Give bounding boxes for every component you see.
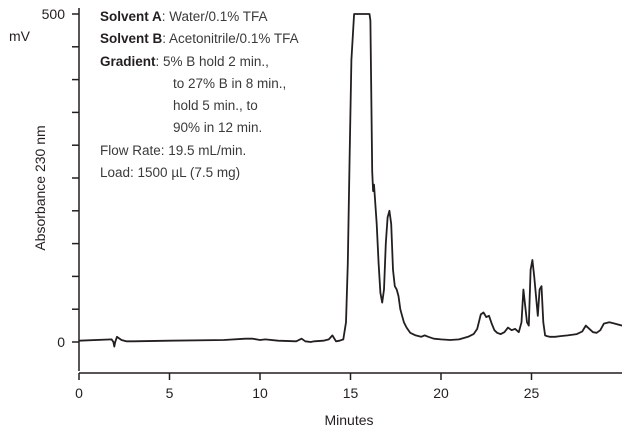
- gradient-line-1: : 5% B hold 2 min.,: [155, 53, 269, 69]
- x-tick-label: 0: [75, 385, 83, 401]
- y-tick-label: 500: [42, 6, 66, 22]
- gradient-line-2: to 27% B in 8 min.,: [173, 75, 287, 91]
- x-tick-label: 15: [343, 385, 359, 401]
- y-tick-label: 0: [57, 334, 65, 350]
- x-tick-label: 20: [433, 385, 449, 401]
- y-axis-label: Absorbance 230 nm: [32, 125, 48, 251]
- solvent-b-row: Solvent B: Acetonitrile/0.1% TFA: [100, 28, 299, 50]
- conditions-block: Solvent A: Water/0.1% TFA Solvent B: Ace…: [100, 6, 299, 184]
- solvent-b-label: Solvent B: [100, 31, 163, 47]
- x-tick-label: 25: [524, 385, 540, 401]
- solvent-a-value: : Water/0.1% TFA: [161, 9, 268, 24]
- gradient-row: Gradient: 5% B hold 2 min.,: [100, 51, 299, 73]
- gradient-line-4: 90% in 12 min.: [173, 120, 263, 136]
- solvent-a-label: Solvent A: [100, 9, 162, 24]
- solvent-a-row: Solvent A: Water/0.1% TFA: [100, 6, 299, 28]
- gradient-line-3: hold 5 min., to: [173, 98, 258, 114]
- flow-rate: Flow Rate: 19.5 mL/min.: [100, 142, 247, 158]
- x-tick-label: 10: [252, 385, 268, 401]
- load: Load: 1500 µL (7.5 mg): [100, 165, 241, 181]
- solvent-b-value: : Acetonitrile/0.1% TFA: [162, 31, 299, 47]
- x-axis-label: Minutes: [324, 412, 374, 428]
- y-axis-unit: mV: [9, 28, 30, 44]
- series-line: [79, 13, 622, 348]
- gradient-label: Gradient: [100, 53, 156, 69]
- x-tick-label: 5: [166, 385, 174, 401]
